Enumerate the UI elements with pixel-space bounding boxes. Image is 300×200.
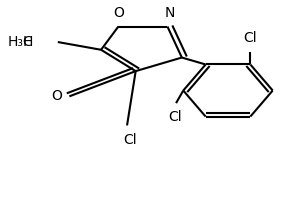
Text: H: H (23, 35, 33, 49)
Text: Cl: Cl (123, 133, 137, 147)
Text: O: O (51, 89, 62, 103)
Text: H₃C: H₃C (8, 35, 33, 49)
Text: N: N (165, 6, 175, 20)
Text: O: O (113, 6, 124, 20)
Text: Cl: Cl (244, 31, 257, 45)
Text: Cl: Cl (168, 110, 182, 124)
